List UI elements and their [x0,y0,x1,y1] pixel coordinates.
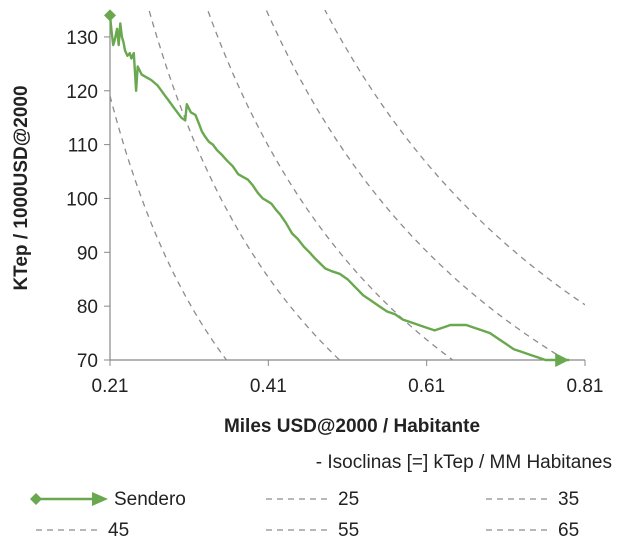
y-tick-label: 70 [77,351,98,372]
sendero-start-marker [104,9,116,22]
x-tick-label: 0.61 [408,376,445,397]
y-tick-label: 120 [66,82,98,103]
isoclinas-note: - Isoclinas [=] kTep / MM Habitanes [316,452,612,473]
legend-label: 45 [108,520,129,541]
y-tick-label: 110 [68,136,98,157]
legend-label: Sendero [114,489,186,510]
legend-arrow-marker [92,492,108,506]
legend-item-65: 65 [486,520,579,541]
isocline-45 [206,10,454,360]
x-axis-title: Miles USD@2000 / Habitante [224,416,480,437]
isocline-35 [148,10,341,360]
x-tick-label: 0.21 [92,376,129,397]
legend: Sendero 25 35 45 55 65 [30,489,579,541]
legend-item-25: 25 [266,489,359,510]
series-layer [104,9,570,367]
legend-item-sendero: Sendero [30,489,186,510]
x-tick-labels: 0.21 0.41 0.61 0.81 [92,376,604,397]
legend-label: 25 [338,489,359,510]
x-tick-label: 0.41 [250,376,287,397]
y-axis-title: KTep / 1000USD@2000 [11,85,32,290]
axes [104,10,586,366]
legend-item-45: 45 [36,520,129,541]
legend-diamond-marker [30,493,42,505]
y-tick-label: 130 [66,28,98,49]
isocline-55 [265,10,568,360]
isocline-65 [324,10,585,306]
legend-item-35: 35 [486,489,579,510]
y-tick-labels: 70 80 90 100 110 120 130 [66,28,98,372]
legend-label: 55 [338,520,359,541]
legend-label: 65 [558,520,579,541]
y-tick-label: 80 [77,297,98,318]
isocline-25 [110,95,228,360]
sendero-line [108,15,570,362]
isoclines [110,10,585,360]
y-tick-label: 100 [66,189,98,210]
x-tick-label: 0.81 [567,376,604,397]
legend-item-55: 55 [266,520,359,541]
sendero-end-arrow [555,353,570,367]
legend-label: 35 [558,489,579,510]
y-tick-label: 90 [77,243,98,264]
